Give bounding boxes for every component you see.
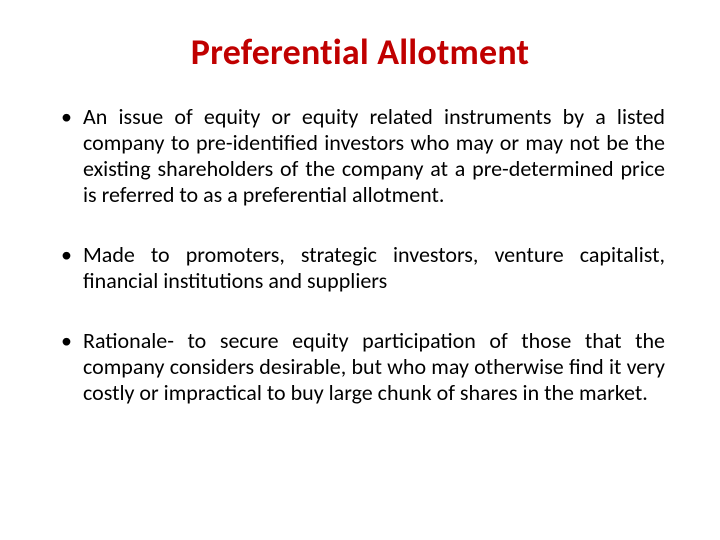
bullet-list: An issue of equity or equity related ins… [55,104,665,406]
slide: Preferential Allotment An issue of equit… [0,0,720,540]
list-item: An issue of equity or equity related ins… [55,104,665,208]
bullet-text: An issue of equity or equity related ins… [83,103,665,208]
slide-title: Preferential Allotment [55,30,665,74]
bullet-text: Rationale- to secure equity participatio… [83,327,665,406]
list-item: Rationale- to secure equity participatio… [55,328,665,406]
bullet-text: Made to promoters, strategic investors, … [83,241,665,294]
list-item: Made to promoters, strategic investors, … [55,242,665,294]
